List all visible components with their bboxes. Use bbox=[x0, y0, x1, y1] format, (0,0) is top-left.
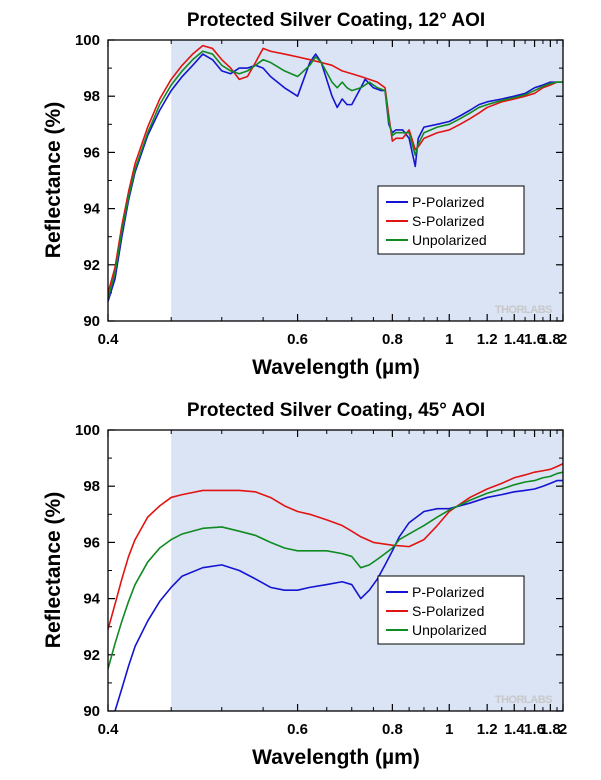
legend-label: P-Polarized bbox=[412, 584, 484, 600]
x-tick-label: 1 bbox=[445, 331, 453, 348]
y-tick-labels: 90 92 94 96 98 100 bbox=[75, 422, 101, 720]
legend-label: S-Polarized bbox=[412, 603, 484, 619]
x-tick-label: 1.8 bbox=[540, 331, 561, 348]
shaded-wavelength-region bbox=[171, 430, 563, 711]
y-axis-title: Reflectance (%) bbox=[42, 102, 65, 258]
shaded-wavelength-region bbox=[171, 40, 563, 321]
series-line-p-polarized bbox=[108, 53, 563, 302]
x-tick-label: 0.8 bbox=[382, 721, 403, 738]
series-line-s-polarized bbox=[108, 462, 563, 630]
x-tick-label: 0.6 bbox=[287, 331, 308, 348]
series-line-p-polarized bbox=[114, 479, 563, 711]
legend: P-Polarized S-Polarized Unpolarized bbox=[377, 575, 525, 645]
legend-label: S-Polarized bbox=[412, 213, 484, 229]
x-tick-label: 0.6 bbox=[287, 721, 308, 738]
chart-45-aoi: Protected Silver Coating, 45° AOI 0.4 0.6… bbox=[42, 400, 567, 769]
x-tick-label: 1.4 bbox=[504, 331, 526, 348]
y-tick-label: 90 bbox=[83, 703, 100, 720]
y-tick-label: 100 bbox=[75, 422, 100, 439]
y-tick-label: 94 bbox=[83, 201, 100, 218]
chart-title: Protected Silver Coating, 45° AOI bbox=[187, 400, 485, 421]
legend: P-Polarized S-Polarized Unpolarized bbox=[377, 185, 525, 255]
legend-label: P-Polarized bbox=[412, 194, 484, 210]
plot-frame bbox=[107, 429, 564, 712]
legend-label: Unpolarized bbox=[412, 622, 487, 638]
x-tick-label: 1 bbox=[445, 721, 453, 738]
y-tick-label: 98 bbox=[83, 88, 100, 105]
chart-title: Protected Silver Coating, 12° AOI bbox=[187, 10, 485, 31]
thorlabs-watermark: THORLABS bbox=[495, 694, 552, 706]
series-line-unpolarized bbox=[108, 50, 563, 299]
x-tick-labels: 0.4 0.6 0.8 1 1.2 1.4 1.61.82 bbox=[98, 331, 568, 348]
x-tick-label: 1.8 bbox=[540, 721, 561, 738]
y-tick-label: 100 bbox=[75, 32, 100, 49]
y-axis-title: Reflectance (%) bbox=[42, 492, 65, 648]
y-tick-label: 96 bbox=[83, 144, 100, 161]
x-tick-label: 1.6 bbox=[524, 721, 545, 738]
x-axis-title: Wavelength (µm) bbox=[252, 356, 420, 379]
chart-12-aoi: Protected Silver Coating, 12° AOI 0.4 0.6… bbox=[42, 10, 567, 379]
x-tick-label: 1.4 bbox=[504, 721, 526, 738]
x-tick-label: 1.2 bbox=[477, 331, 498, 348]
y-tick-labels: 90 92 94 96 98 100 bbox=[75, 32, 101, 330]
y-tick-label: 98 bbox=[83, 478, 100, 495]
series-line-unpolarized bbox=[108, 471, 563, 670]
y-tick-label: 96 bbox=[83, 534, 100, 551]
series-line-s-polarized bbox=[108, 44, 563, 294]
x-tick-label: 0.4 bbox=[98, 721, 120, 738]
y-tick-label: 92 bbox=[83, 257, 100, 274]
series-lines bbox=[108, 462, 563, 711]
x-tick-label: 2 bbox=[559, 331, 567, 348]
series-lines bbox=[108, 44, 563, 302]
x-axis-title: Wavelength (µm) bbox=[252, 746, 420, 769]
thorlabs-watermark: THORLABS bbox=[495, 304, 552, 316]
x-tick-labels: 0.4 0.6 0.8 1 1.2 1.4 1.61.82 bbox=[98, 721, 568, 738]
plot-frame bbox=[107, 39, 564, 322]
x-tick-label: 0.4 bbox=[98, 331, 120, 348]
x-tick-label: 1.6 bbox=[524, 331, 545, 348]
x-tick-label: 1.2 bbox=[477, 721, 498, 738]
x-tick-label: 2 bbox=[559, 721, 567, 738]
x-tick-label: 0.8 bbox=[382, 331, 403, 348]
y-tick-label: 92 bbox=[83, 647, 100, 664]
y-tick-label: 94 bbox=[83, 591, 100, 608]
legend-label: Unpolarized bbox=[412, 232, 487, 248]
y-tick-label: 90 bbox=[83, 313, 100, 330]
